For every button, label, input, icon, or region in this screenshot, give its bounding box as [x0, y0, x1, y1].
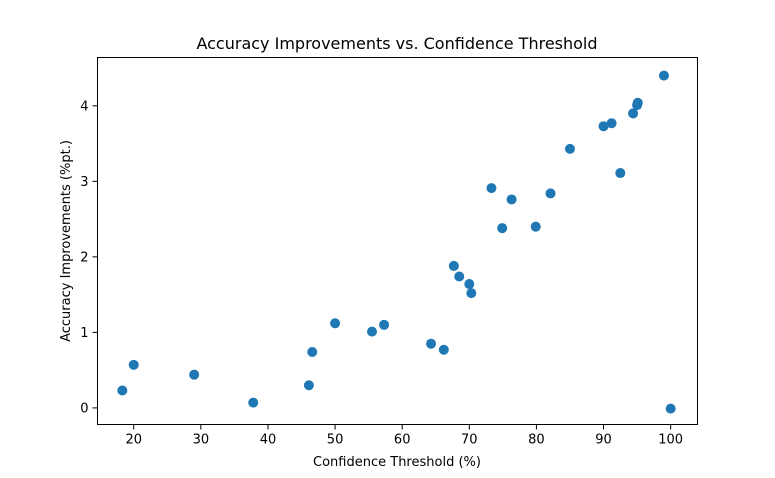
y-tick-label: 1	[80, 326, 88, 341]
data-point	[426, 338, 437, 349]
y-tick-label: 0	[80, 401, 88, 416]
x-tick-label: 20	[125, 433, 142, 448]
data-point	[330, 318, 341, 329]
y-axis-label: Accuracy Improvements (%pt.)	[59, 140, 74, 342]
data-point	[564, 143, 575, 154]
x-tick-label: 60	[394, 433, 411, 448]
y-axis-ticks: 0 1 2 3 4	[80, 99, 98, 416]
data-points	[117, 70, 676, 414]
x-tick-label: 50	[327, 433, 344, 448]
data-point	[366, 326, 377, 337]
data-point	[303, 380, 314, 391]
data-point	[545, 188, 556, 199]
data-point	[658, 70, 669, 81]
data-point	[486, 183, 497, 194]
data-point	[189, 369, 200, 380]
y-tick-label: 4	[80, 99, 88, 114]
data-point	[128, 359, 139, 370]
x-tick-label: 100	[658, 433, 683, 448]
data-point	[628, 108, 639, 119]
data-point	[598, 121, 609, 132]
data-point	[448, 260, 459, 271]
data-point	[606, 118, 617, 129]
x-tick-label: 40	[260, 433, 277, 448]
data-point	[307, 347, 318, 358]
data-point	[438, 344, 449, 355]
plot-frame	[97, 57, 698, 425]
data-point	[506, 194, 517, 205]
x-tick-label: 70	[461, 433, 478, 448]
x-axis-ticks: 20 30 40 50 60 70 80 90 100	[125, 424, 683, 448]
data-point	[665, 403, 676, 414]
x-tick-label: 30	[193, 433, 210, 448]
data-point	[454, 271, 465, 282]
chart-title: Accuracy Improvements vs. Confidence Thr…	[196, 34, 597, 53]
y-tick-label: 3	[80, 175, 88, 190]
data-point	[248, 397, 259, 408]
x-axis-label: Confidence Threshold (%)	[313, 455, 481, 470]
data-point	[379, 319, 390, 330]
x-tick-label: 80	[528, 433, 545, 448]
data-point	[632, 97, 643, 108]
data-point	[530, 221, 541, 232]
data-point	[464, 279, 475, 290]
x-tick-label: 90	[595, 433, 612, 448]
y-tick-label: 2	[80, 250, 88, 265]
data-point	[466, 288, 477, 299]
data-point	[117, 385, 128, 396]
data-point	[497, 223, 508, 234]
data-point	[615, 168, 626, 179]
